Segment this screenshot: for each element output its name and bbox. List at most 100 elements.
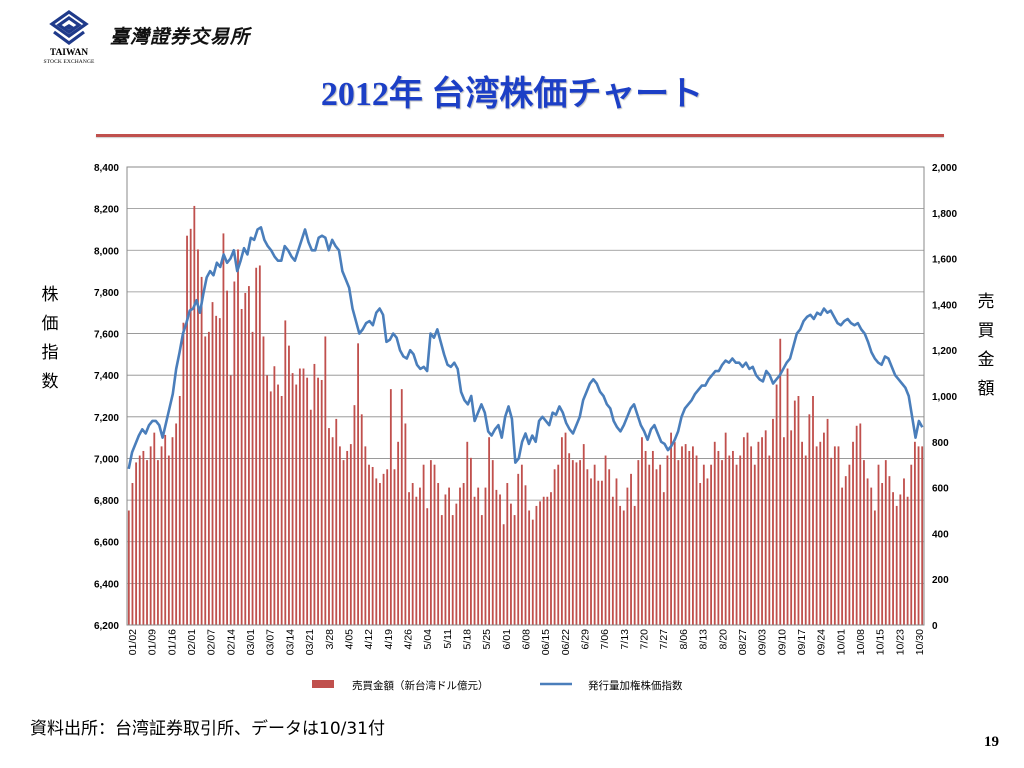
trading-value-bar <box>786 368 789 625</box>
trading-value-bar <box>884 460 887 625</box>
trading-value-bar <box>550 492 552 625</box>
trading-value-bar <box>815 446 818 625</box>
trading-value-bar <box>651 450 654 625</box>
trading-value-bar <box>222 233 225 625</box>
trading-value-bar <box>684 444 687 625</box>
trading-value-bar <box>451 515 454 625</box>
x-tick-label: 7/06 <box>599 629 611 650</box>
x-tick-label: 5/04 <box>422 629 434 650</box>
trading-value-bar <box>906 496 909 625</box>
x-tick-label: 5/25 <box>481 629 493 650</box>
trading-value-bar <box>859 423 862 625</box>
trading-value-bar <box>619 505 622 625</box>
trading-value-bar <box>830 457 833 625</box>
x-tick-label: 4/05 <box>343 629 355 650</box>
trading-value-bar <box>269 391 272 625</box>
trading-value-bar <box>655 469 658 625</box>
trading-value-bar <box>844 476 847 625</box>
x-tick-label: 4/19 <box>383 629 395 650</box>
trading-value-bar <box>881 483 884 625</box>
x-tick-label: 03/01 <box>245 629 257 655</box>
trading-value-bar <box>913 441 916 625</box>
trading-value-bar <box>662 492 665 625</box>
trading-value-bar <box>590 478 592 625</box>
right-tick-label: 2,000 <box>932 163 957 174</box>
trading-value-bar <box>200 276 203 625</box>
trading-value-bar <box>204 336 207 625</box>
trading-value-bar <box>346 450 349 625</box>
trading-value-bar <box>433 464 436 625</box>
trading-value-bar <box>517 473 520 625</box>
right-tick-label: 600 <box>932 484 949 495</box>
trading-value-bar <box>455 503 458 625</box>
trading-value-bar <box>466 441 469 625</box>
trading-value-bar <box>648 464 651 625</box>
legend-bar-label: 売買金額（新台湾ドル億元） <box>352 679 489 692</box>
trading-value-bar <box>732 450 734 625</box>
left-tick-label: 8,000 <box>94 246 119 257</box>
trading-value-bar <box>488 437 491 625</box>
trading-value-bar <box>251 331 254 625</box>
trading-value-bar <box>499 494 501 625</box>
trading-value-bar <box>127 510 130 625</box>
trading-value-bar <box>746 432 749 625</box>
x-tick-label: 10/30 <box>914 629 926 655</box>
trading-value-bar <box>309 409 312 625</box>
trading-value-bar <box>899 494 902 625</box>
x-tick-label: 6/01 <box>501 629 513 650</box>
left-axis-title-char: 指 <box>42 343 59 363</box>
trading-value-bar <box>819 441 822 625</box>
trading-value-bar <box>338 446 341 625</box>
trading-value-bar <box>313 363 316 625</box>
title-underline <box>96 134 944 137</box>
x-tick-label: 8/20 <box>717 629 729 650</box>
trading-value-bar <box>692 446 694 625</box>
trading-value-bar <box>775 384 778 625</box>
right-tick-label: 1,600 <box>932 255 957 266</box>
right-tick-label: 1,200 <box>932 346 957 357</box>
x-tick-label: 03/21 <box>304 629 316 655</box>
trading-value-bar <box>215 315 218 625</box>
trading-value-bar <box>353 405 356 625</box>
trading-value-bar <box>491 460 494 625</box>
trading-value-bar <box>153 432 156 625</box>
right-axis-title-char: 額 <box>978 379 995 399</box>
trading-value-bar <box>233 281 236 625</box>
trading-value-bar <box>608 469 611 625</box>
trading-value-bar <box>226 290 228 625</box>
trading-value-bar <box>863 460 865 625</box>
trading-value-bar <box>702 464 705 625</box>
x-tick-label: 4/12 <box>363 629 375 650</box>
trading-value-bar <box>823 432 825 625</box>
trading-value-bar <box>808 414 811 625</box>
x-tick-label: 8/06 <box>678 629 690 650</box>
trading-value-bar <box>324 336 327 625</box>
x-tick-label: 7/20 <box>639 629 651 650</box>
trading-value-bar <box>371 466 374 625</box>
x-tick-label: 02/07 <box>206 629 218 655</box>
trading-value-bar <box>164 434 167 625</box>
x-tick-label: 5/11 <box>442 629 454 649</box>
trading-value-bar <box>495 489 498 625</box>
trading-value-bar <box>742 437 745 625</box>
trading-value-bar <box>408 492 410 625</box>
trading-value-bar <box>470 457 472 625</box>
trading-value-bar <box>866 478 869 625</box>
trading-value-bar <box>531 519 534 625</box>
trading-value-bar <box>852 441 854 625</box>
trading-value-bar <box>298 368 301 625</box>
trading-value-bar <box>473 496 476 625</box>
right-axis-title-char: 買 <box>978 321 995 341</box>
x-tick-label: 10/01 <box>835 629 847 655</box>
trading-value-bar <box>440 515 443 625</box>
right-tick-label: 1,800 <box>932 209 957 220</box>
trading-value-bar <box>699 483 702 625</box>
x-tick-label: 6/29 <box>580 629 592 650</box>
left-axis-ticks: 6,200 6,400 6,600 6,800 7,000 7,200 7,400 7,600… <box>94 163 119 632</box>
trading-value-bar <box>379 483 381 625</box>
left-tick-label: 7,400 <box>94 371 119 382</box>
trading-value-bar <box>255 267 258 625</box>
trading-value-bar <box>462 483 465 625</box>
trading-value-bar <box>331 437 334 625</box>
trading-value-bar <box>357 343 359 625</box>
